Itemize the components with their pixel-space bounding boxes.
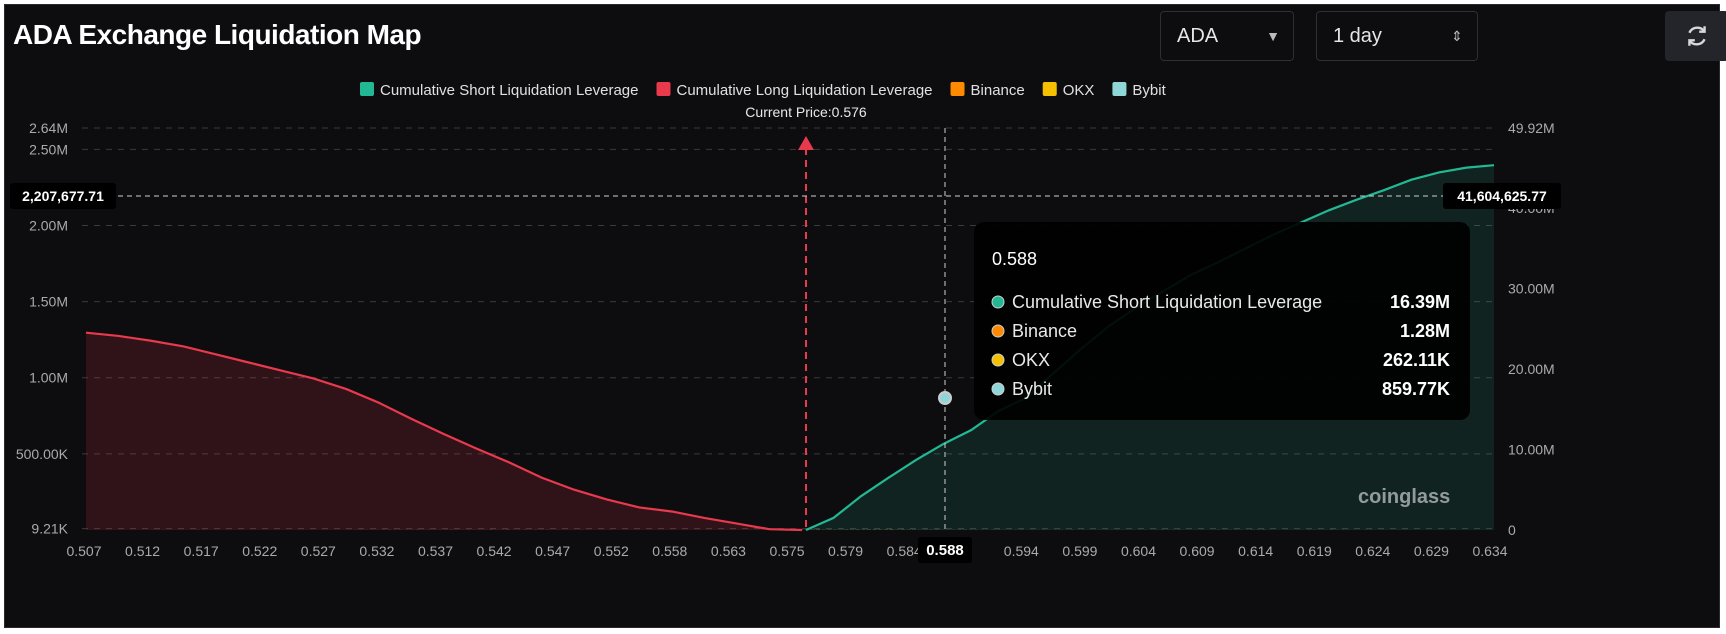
- y-right-tick-label: 10.00M: [1508, 441, 1555, 457]
- y-right-tick-label: 49.92M: [1508, 120, 1555, 136]
- x-tick-label: 0.604: [1121, 543, 1156, 559]
- x-tick-label: 0.552: [594, 543, 629, 559]
- x-tick-label: 0.522: [242, 543, 277, 559]
- tooltip-row-value: 1.28M: [1400, 321, 1450, 341]
- legend-item-label: Cumulative Long Liquidation Leverage: [677, 82, 933, 99]
- coin-select[interactable]: ADA ▼: [1160, 11, 1294, 61]
- period-select[interactable]: 1 day ⇕: [1316, 11, 1478, 61]
- x-tick-label: 0.507: [66, 543, 101, 559]
- y-left-tick-label: 500.00K: [16, 446, 69, 462]
- crosshair-right-value: 41,604,625.77: [1457, 188, 1547, 204]
- tooltip-row-label: OKX: [1012, 350, 1050, 370]
- long-area: [86, 332, 802, 530]
- x-tick-label: 0.584: [887, 543, 922, 559]
- y-left-tick-label: 2.64M: [29, 120, 68, 136]
- legend-swatch: [1042, 82, 1057, 96]
- crosshair-right-badge: [1443, 183, 1561, 209]
- x-tick-label: 0.547: [535, 543, 570, 559]
- tooltip-dot: [991, 324, 1005, 338]
- x-tick-label: 0.614: [1238, 543, 1273, 559]
- tooltip-dot: [991, 382, 1005, 396]
- y-right-tick-label: 30.00M: [1508, 280, 1555, 296]
- tooltip-row-label: Bybit: [1012, 379, 1052, 399]
- tooltip-row-label: Binance: [1012, 321, 1077, 341]
- tooltip-row-label: Cumulative Short Liquidation Leverage: [1012, 292, 1322, 312]
- hover-point: [938, 391, 952, 405]
- y-left-tick-label: 2.00M: [29, 217, 68, 233]
- crosshair-left-value: 2,207,677.71: [22, 188, 104, 204]
- x-tick-label: 0.594: [1004, 543, 1039, 559]
- crosshair-x-value: 0.588: [926, 542, 964, 559]
- x-tick-label: 0.619: [1297, 543, 1332, 559]
- x-tick-label: 0.558: [652, 543, 687, 559]
- x-tick-label: 0.517: [184, 543, 219, 559]
- legend-swatch: [950, 82, 965, 96]
- x-tick-label: 0.575: [769, 543, 804, 559]
- tooltip-dot: [991, 353, 1005, 367]
- sort-updown-icon: ⇕: [1451, 27, 1463, 44]
- x-tick-label: 0.563: [711, 543, 746, 559]
- refresh-button[interactable]: [1665, 11, 1726, 61]
- tooltip: [974, 222, 1470, 420]
- legend-item-label: Bybit: [1132, 82, 1166, 99]
- legend-item-label: Cumulative Short Liquidation Leverage: [380, 82, 639, 99]
- legend-swatch: [360, 82, 374, 96]
- tooltip-row-value: 16.39M: [1390, 292, 1450, 312]
- legend-item-label: OKX: [1063, 82, 1095, 99]
- legend-item-label: Binance: [971, 82, 1025, 99]
- x-tick-label: 0.634: [1472, 543, 1507, 559]
- y-right-tick-label: 20.00M: [1508, 361, 1555, 377]
- x-tick-label: 0.599: [1062, 543, 1097, 559]
- crosshair-left-badge: [10, 183, 116, 209]
- x-tick-label: 0.629: [1414, 543, 1449, 559]
- y-right-tick-label: 0: [1508, 522, 1516, 538]
- y-left-tick-label: 1.50M: [29, 294, 68, 310]
- coin-select-value: ADA: [1177, 24, 1219, 47]
- legend-swatch: [656, 82, 671, 96]
- x-tick-label: 0.512: [125, 543, 160, 559]
- cumulative-long-line: [85, 331, 803, 532]
- x-tick-label: 0.527: [301, 543, 336, 559]
- caret-down-icon: ▼: [1266, 28, 1280, 44]
- page-title: ADA Exchange Liquidation Map: [13, 19, 422, 50]
- watermark: coinglass: [1358, 486, 1450, 508]
- y-left-tick-label: 2.50M: [29, 141, 68, 157]
- x-tick-label: 0.579: [828, 543, 863, 559]
- current-price-arrow: [798, 136, 814, 150]
- x-tick-label: 0.532: [359, 543, 394, 559]
- y-left-tick-label: 9.21K: [31, 521, 68, 537]
- tooltip-title: 0.588: [992, 249, 1037, 269]
- period-select-value: 1 day: [1333, 24, 1382, 47]
- legend-swatch: [1112, 82, 1127, 96]
- x-tick-label: 0.542: [477, 543, 512, 559]
- x-tick-label: 0.609: [1180, 543, 1215, 559]
- x-tick-label: 0.624: [1355, 543, 1390, 559]
- tooltip-row-value: 262.11K: [1383, 350, 1450, 370]
- current-price-label: Current Price:0.576: [745, 104, 867, 120]
- tooltip-row-value: 859.77K: [1382, 379, 1450, 399]
- y-left-tick-label: 1.00M: [29, 370, 68, 386]
- tooltip-dot: [991, 295, 1005, 309]
- refresh-icon: [1688, 26, 1706, 46]
- crosshair-x-badge: [918, 537, 972, 563]
- x-tick-label: 0.537: [418, 543, 453, 559]
